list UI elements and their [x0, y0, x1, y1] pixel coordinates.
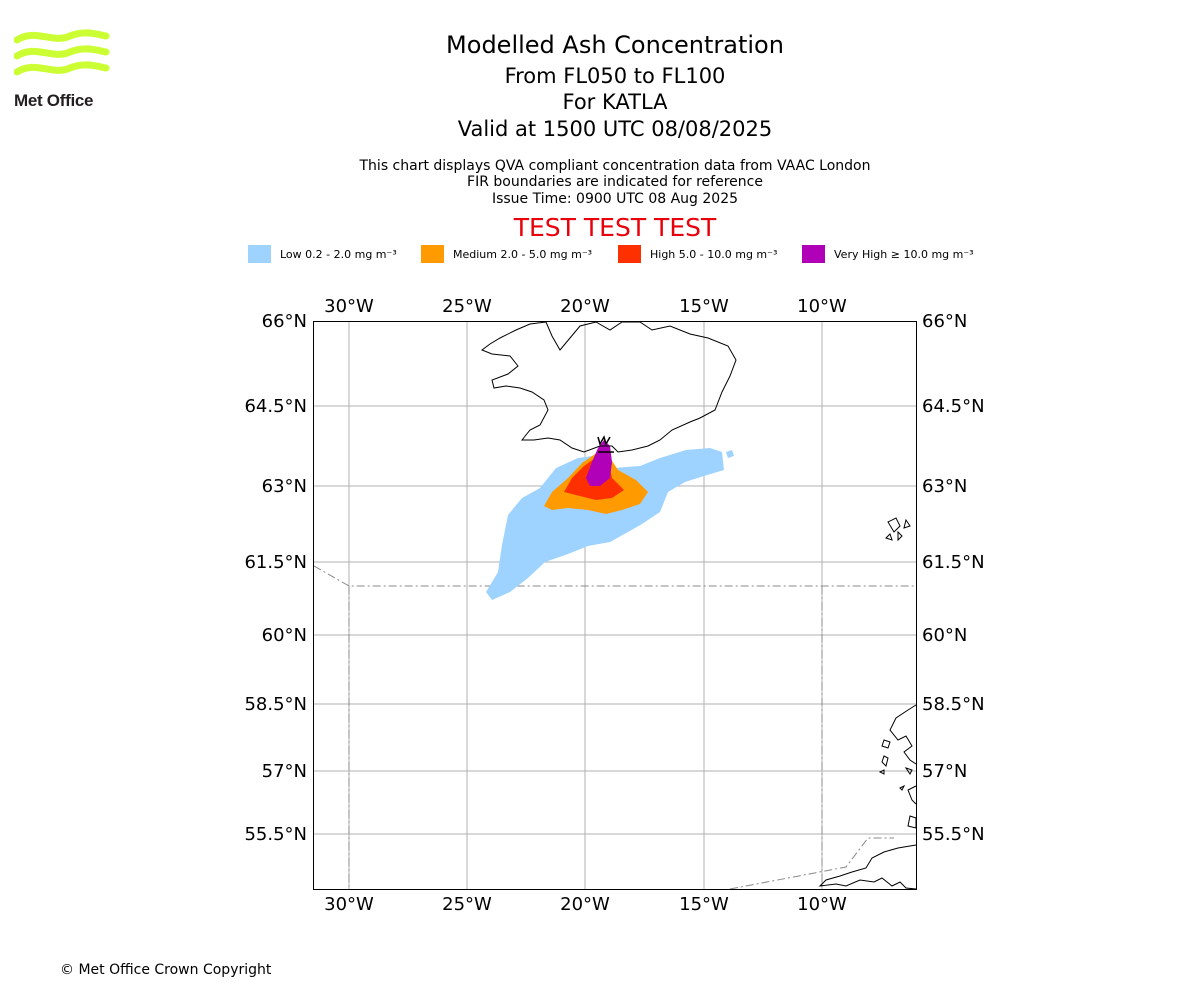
logo-wordmark: Met Office — [14, 91, 94, 110]
longitude-labels-top: 30°W 25°W 20°W 15°W 10°W — [324, 296, 847, 317]
longitude-labels-bottom: 30°W 25°W 20°W 15°W 10°W — [324, 894, 847, 915]
legend-item-very-high: Very High ≥ 10.0 mg m⁻³ — [802, 244, 974, 264]
lat-label: 61.5°N — [922, 552, 985, 573]
legend-item-low: Low 0.2 - 2.0 mg m⁻³ — [248, 244, 397, 264]
map-frame — [313, 321, 917, 890]
lat-label: 55.5°N — [922, 824, 985, 845]
fir-boundaries — [313, 565, 916, 890]
graticule — [314, 321, 916, 889]
lon-label: 15°W — [679, 894, 729, 915]
ash-concentration — [486, 435, 734, 600]
ireland-coast — [818, 844, 917, 890]
legend-item-high: High 5.0 - 10.0 mg m⁻³ — [618, 244, 777, 264]
lat-label: 57°N — [922, 761, 967, 782]
faroe-islands — [885, 517, 911, 542]
lon-label: 20°W — [560, 296, 610, 317]
lon-label: 10°W — [797, 894, 847, 915]
lat-label: 61.5°N — [244, 552, 307, 573]
iceland-coast — [480, 321, 737, 453]
legend-label: Low 0.2 - 2.0 mg m⁻³ — [280, 247, 397, 261]
legend-label: Medium 2.0 - 5.0 mg m⁻³ — [453, 247, 593, 261]
lon-label: 20°W — [560, 894, 610, 915]
legend-swatch — [248, 245, 271, 263]
legend-swatch — [618, 245, 641, 263]
lat-label: 63°N — [262, 476, 307, 497]
lon-label: 25°W — [442, 894, 492, 915]
lat-label: 60°N — [262, 625, 307, 646]
latitude-labels-left: 66°N 64.5°N 63°N 61.5°N 60°N 58.5°N 57°N… — [244, 311, 307, 845]
lat-label: 64.5°N — [922, 396, 985, 417]
legend-swatch — [421, 245, 444, 263]
lon-label: 25°W — [442, 296, 492, 317]
coastlines — [480, 321, 917, 890]
ash-low-islet — [726, 450, 734, 458]
legend-item-medium: Medium 2.0 - 5.0 mg m⁻³ — [421, 244, 592, 264]
lon-label: 10°W — [797, 296, 847, 317]
lat-label: 58.5°N — [922, 694, 985, 715]
flight-levels: From FL050 to FL100 — [504, 64, 726, 88]
lat-label: 58.5°N — [244, 694, 307, 715]
lon-label: 15°W — [679, 296, 729, 317]
latitude-labels-right: 66°N 64.5°N 63°N 61.5°N 60°N 58.5°N 57°N… — [922, 311, 985, 845]
lat-label: 66°N — [922, 311, 967, 332]
met-office-logo — [14, 29, 110, 76]
description-line-2: FIR boundaries are indicated for referen… — [467, 174, 763, 190]
ash-source-marker — [597, 435, 614, 453]
description-line-1: This chart displays QVA compliant concen… — [359, 158, 871, 174]
volcano-name: For KATLA — [562, 90, 668, 114]
lon-label: 30°W — [324, 296, 374, 317]
scotland-coast — [878, 704, 917, 829]
legend-label: High 5.0 - 10.0 mg m⁻³ — [650, 247, 778, 261]
lat-label: 55.5°N — [244, 824, 307, 845]
lon-label: 30°W — [324, 894, 374, 915]
lat-label: 63°N — [922, 476, 967, 497]
valid-time: Valid at 1500 UTC 08/08/2025 — [457, 117, 773, 141]
legend-swatch — [802, 245, 825, 263]
issue-time: Issue Time: 0900 UTC 08 Aug 2025 — [491, 191, 739, 207]
copyright: © Met Office Crown Copyright — [60, 962, 272, 978]
lat-label: 64.5°N — [244, 396, 307, 417]
legend-label: Very High ≥ 10.0 mg m⁻³ — [834, 247, 974, 261]
lat-label: 60°N — [922, 625, 967, 646]
test-banner: TEST TEST TEST — [513, 213, 717, 242]
chart-title: Modelled Ash Concentration — [446, 31, 784, 59]
lat-label: 66°N — [262, 311, 307, 332]
ash-low — [486, 448, 724, 600]
lat-label: 57°N — [262, 761, 307, 782]
